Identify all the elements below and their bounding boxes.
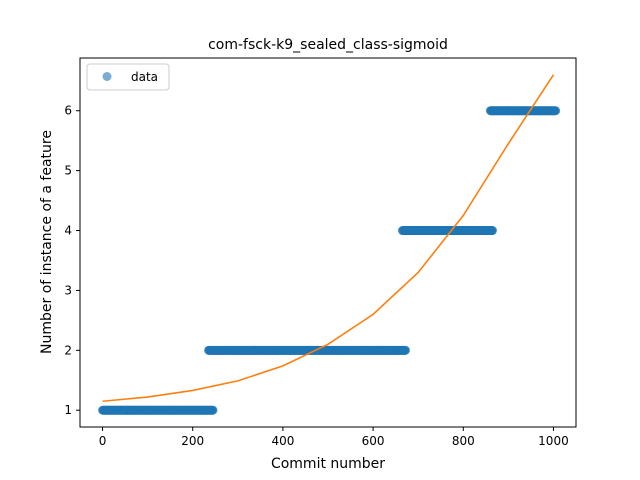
data-point <box>208 405 218 415</box>
legend-box <box>86 63 170 91</box>
data-point <box>551 106 561 116</box>
x-tick-label: 400 <box>271 434 294 448</box>
y-tick-label: 3 <box>64 283 72 297</box>
x-tick-label: 800 <box>452 434 475 448</box>
y-tick-label: 4 <box>64 224 72 238</box>
y-tick-label: 1 <box>64 403 72 417</box>
scatter-layer <box>98 106 561 415</box>
x-tick-label: 0 <box>99 434 107 448</box>
x-axis-ticks: 0 200 400 600 800 1000 <box>99 427 569 448</box>
plot-area <box>98 74 561 415</box>
y-tick-label: 6 <box>64 104 72 118</box>
chart-title: com-fsck-k9_sealed_class-sigmoid <box>208 37 448 53</box>
x-tick-label: 200 <box>181 434 204 448</box>
plot-frame <box>79 57 577 428</box>
fit-line <box>102 74 555 403</box>
y-axis-ticks: 1 2 3 4 5 6 <box>64 104 80 417</box>
x-tick-label: 1000 <box>538 434 569 448</box>
y-axis-label: Number of instance of a feature <box>39 130 55 354</box>
x-axis-label: Commit number <box>271 456 385 472</box>
y-tick-label: 2 <box>64 343 72 357</box>
fit-line-layer <box>102 74 555 403</box>
data-point <box>488 226 498 236</box>
x-tick-label: 600 <box>362 434 385 448</box>
data-point <box>401 345 411 355</box>
y-tick-label: 5 <box>64 164 72 178</box>
legend-marker-data <box>102 72 112 81</box>
legend: data <box>86 63 170 91</box>
legend-label-data: data <box>131 70 158 84</box>
